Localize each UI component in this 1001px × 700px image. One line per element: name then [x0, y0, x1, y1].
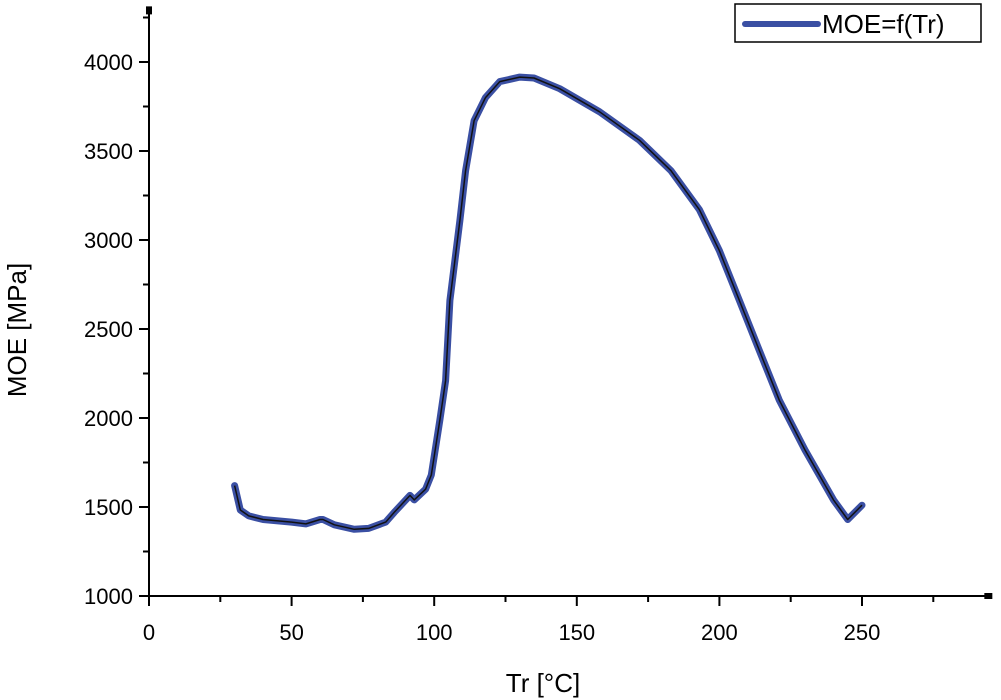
y-axis-label: MOE [MPa] [2, 263, 32, 397]
y-axis-end [146, 6, 152, 15]
x-tick-label: 100 [416, 620, 453, 645]
series-line-core [233, 76, 863, 531]
x-tick-label: 200 [701, 620, 738, 645]
x-tick-label: 150 [558, 620, 595, 645]
series-group [231, 73, 866, 533]
y-tick-label: 2500 [84, 317, 133, 342]
axes: 0 50 100 150 200 250 1000 1500 2000 2500 3000 3500 4… [84, 6, 993, 645]
y-tick-label: 4000 [84, 50, 133, 75]
y-tick-label: 1500 [84, 495, 133, 520]
x-axis-label: Tr [°C] [506, 668, 580, 698]
y-tick-label: 2000 [84, 406, 133, 431]
x-tick-label: 50 [279, 620, 303, 645]
x-tick-label: 0 [143, 620, 155, 645]
legend-label: MOE=f(Tr) [822, 9, 945, 39]
x-axis-end [984, 593, 993, 599]
y-tick-label: 3000 [84, 228, 133, 253]
legend: MOE=f(Tr) [734, 3, 982, 43]
series-line [231, 73, 866, 533]
y-tick-label: 3500 [84, 139, 133, 164]
y-tick-label: 1000 [84, 584, 133, 609]
x-tick-label: 250 [844, 620, 881, 645]
